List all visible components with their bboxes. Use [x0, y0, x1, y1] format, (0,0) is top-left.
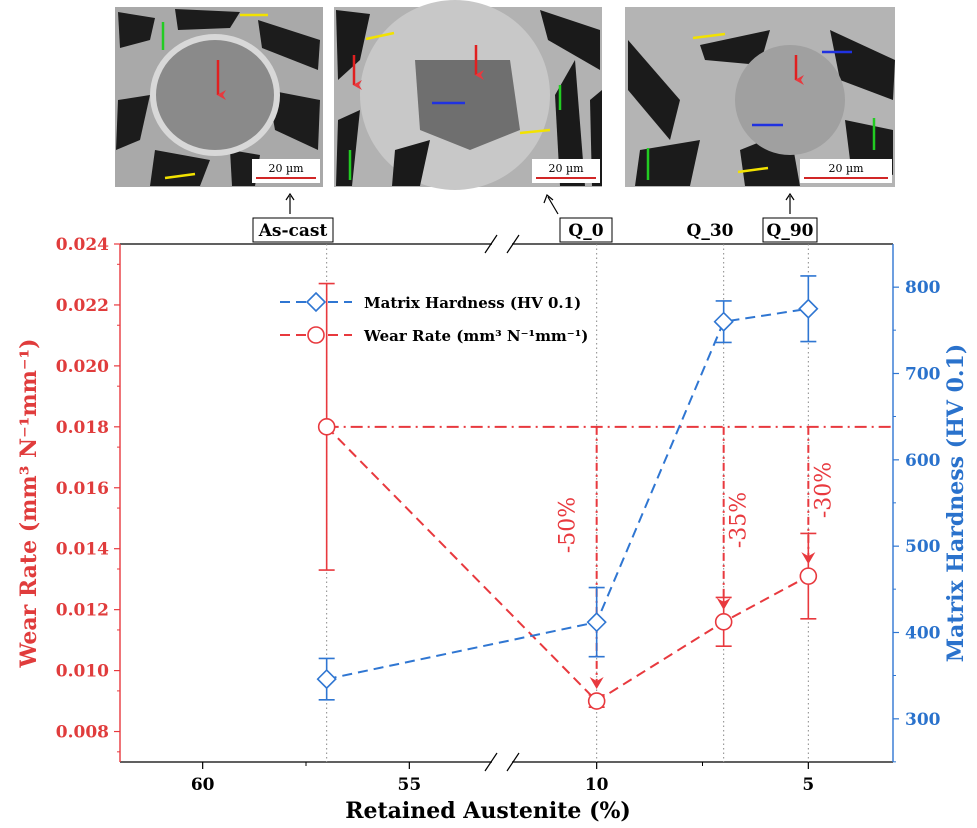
- right-tick-label: 800: [905, 278, 941, 298]
- scale-label: 20 µm: [548, 162, 584, 175]
- scale-label: 20 µm: [268, 162, 304, 175]
- reduction-label: -50%: [556, 497, 581, 553]
- drop-arrowhead: [589, 677, 604, 690]
- left-tick-label: 0.014: [56, 540, 109, 560]
- wear-rate-line: [325, 426, 809, 703]
- reduction-label: -30%: [811, 462, 836, 518]
- hardness-point: [798, 298, 819, 319]
- legend: Matrix Hardness (HV 0.1) Wear Rate (mm³ …: [280, 291, 588, 345]
- left-axis-ticks: 0.008 0.010 0.012 0.014 0.016 0.018 0.020 0.022…: [56, 235, 120, 753]
- hardness-point: [316, 668, 337, 690]
- x-axis-title: Retained Austenite (%): [345, 798, 631, 824]
- x-tick-label: 10: [585, 775, 609, 795]
- left-tick-label: 0.018: [56, 418, 109, 438]
- left-tick-label: 0.016: [56, 479, 109, 499]
- hardness-point: [586, 612, 607, 633]
- micrograph-pointers: [285, 192, 795, 215]
- y-axis-title-right: Matrix Hardness (HV 0.1): [943, 344, 969, 663]
- wear-point: [714, 613, 733, 631]
- right-tick-label: 700: [905, 365, 941, 385]
- micrograph-q90: 20 µm: [625, 7, 895, 187]
- scale-label: 20 µm: [828, 162, 864, 175]
- micrograph-as-cast: 20 µm: [115, 7, 323, 187]
- annotations: -50% -35% -30%: [556, 462, 837, 553]
- hardness-line: [326, 307, 809, 681]
- legend-label-wear: Wear Rate (mm³ N⁻¹mm⁻¹): [363, 327, 588, 345]
- right-tick-label: 500: [905, 537, 941, 557]
- legend-diamond-marker: [305, 291, 327, 313]
- label-q30: Q_30: [687, 221, 734, 241]
- x-tick-label: 55: [397, 775, 421, 795]
- left-tick-label: 0.022: [56, 296, 109, 316]
- legend-circle-marker: [307, 326, 325, 344]
- axes-frame: [119, 234, 894, 772]
- right-tick-label: 400: [905, 624, 941, 644]
- label-as-cast: As-cast: [258, 221, 328, 241]
- legend-label-hardness: Matrix Hardness (HV 0.1): [364, 294, 581, 312]
- wear-point: [317, 418, 336, 436]
- x-tick-label: 5: [802, 775, 814, 795]
- hardness-point: [713, 311, 734, 332]
- label-q0: Q_0: [568, 221, 603, 241]
- series-layer: [316, 275, 819, 710]
- left-tick-label: 0.010: [56, 662, 109, 682]
- left-tick-label: 0.020: [56, 357, 109, 377]
- x-tick-label: 60: [191, 775, 215, 795]
- right-tick-label: 300: [905, 710, 941, 730]
- wear-point: [587, 692, 606, 710]
- label-q90: Q_90: [767, 221, 814, 241]
- left-tick-label: 0.008: [56, 723, 109, 743]
- x-axis-ticks: 60 55 10 5: [191, 762, 814, 795]
- right-axis-ticks: 300 400 500 600 700 800: [893, 278, 941, 763]
- left-tick-label: 0.012: [56, 601, 109, 621]
- sample-labels: As-cast Q_0 Q_30 Q_90: [252, 217, 818, 243]
- micrograph-q0: 20 µm: [334, 0, 602, 190]
- y-axis-title-left: Wear Rate (mm³ N⁻¹mm⁻¹): [16, 338, 42, 668]
- reduction-label: -35%: [727, 492, 752, 548]
- left-tick-label: 0.024: [56, 235, 109, 255]
- wear-point: [799, 567, 818, 585]
- right-tick-label: 600: [905, 451, 941, 471]
